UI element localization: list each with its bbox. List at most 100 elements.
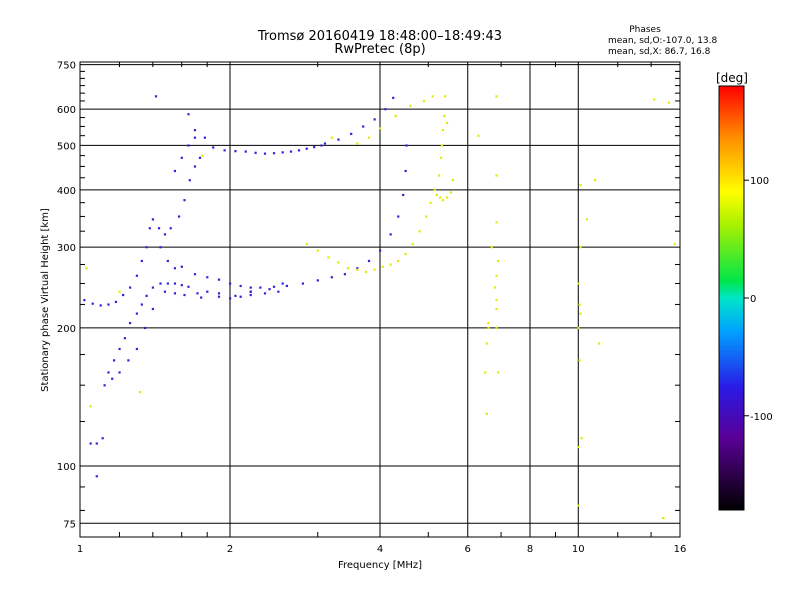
colorbar-unit-label: [deg] <box>716 71 748 85</box>
data-point <box>362 125 365 128</box>
data-point <box>397 259 400 263</box>
colorbar-ticks: 100 0 -100 <box>744 176 773 423</box>
data-point <box>212 146 215 149</box>
data-point <box>578 303 581 306</box>
x-tick-label: 16 <box>674 544 687 555</box>
data-point <box>281 151 284 154</box>
data-point <box>373 268 376 271</box>
data-point <box>193 129 197 132</box>
data-point <box>95 442 98 445</box>
data-point <box>327 256 330 259</box>
colorbar-tick-label: 100 <box>750 176 769 187</box>
data-point <box>229 282 232 285</box>
data-point <box>495 95 498 98</box>
data-point <box>139 390 142 394</box>
data-point <box>577 445 580 449</box>
data-point <box>239 295 242 298</box>
data-point <box>166 259 169 263</box>
data-point <box>180 265 183 268</box>
chart-title: Tromsø 20160419 18:48:00–18:49:43 <box>257 29 502 44</box>
data-point <box>323 142 327 145</box>
data-point <box>159 282 162 285</box>
data-point <box>239 284 242 288</box>
data-point <box>101 437 104 440</box>
colorbar-tick-label: 0 <box>750 294 756 305</box>
data-point <box>662 517 665 520</box>
data-point <box>443 95 447 98</box>
data-point <box>234 294 237 297</box>
data-point <box>579 312 582 315</box>
data-point <box>107 371 110 374</box>
phases-mean-o: mean, sd,O:-107.0, 13.8 <box>608 36 718 46</box>
data-point <box>356 142 359 145</box>
data-point <box>367 259 371 263</box>
data-point <box>443 114 446 118</box>
colorbar-tick-label: -100 <box>750 412 773 423</box>
data-point <box>196 292 199 295</box>
phases-heading: Phases <box>629 25 661 35</box>
data-point <box>422 99 426 103</box>
data-point <box>445 196 449 199</box>
data-point <box>272 285 276 288</box>
gridlines <box>79 62 681 537</box>
data-point <box>140 259 143 263</box>
data-point <box>234 150 237 153</box>
data-point <box>431 95 434 98</box>
data-point <box>389 263 392 266</box>
data-point <box>381 265 384 268</box>
data-point <box>188 179 191 182</box>
data-point <box>187 285 190 288</box>
data-point <box>157 227 161 230</box>
data-point <box>111 377 114 380</box>
data-point <box>653 98 656 101</box>
data-point <box>183 293 186 297</box>
data-point <box>429 201 432 204</box>
y-tick-label: 100 <box>57 462 76 473</box>
data-point <box>203 136 206 139</box>
data-point <box>346 267 350 270</box>
data-point <box>485 342 488 345</box>
data-point <box>263 152 267 155</box>
data-point <box>127 359 130 362</box>
data-point <box>193 273 197 276</box>
x-tick-label: 2 <box>227 544 233 555</box>
data-point <box>148 227 151 230</box>
data-point <box>451 179 455 182</box>
data-point <box>249 293 252 297</box>
data-point <box>154 95 158 98</box>
data-point <box>187 144 190 147</box>
data-point <box>118 371 121 374</box>
data-point <box>198 156 202 159</box>
data-point <box>425 215 428 218</box>
x-axis-label: Frequency [MHz] <box>338 560 422 571</box>
data-point <box>485 412 488 415</box>
data-point <box>129 321 132 325</box>
data-point <box>272 152 276 155</box>
data-point <box>173 267 177 270</box>
data-point <box>297 149 301 152</box>
data-point <box>201 154 204 157</box>
x-axis-ticks: 1 2 4 6 8 10 16 <box>77 544 687 555</box>
data-point <box>437 174 441 177</box>
data-point <box>439 156 443 159</box>
data-point <box>135 274 138 277</box>
data-point <box>112 359 116 362</box>
data-point <box>580 437 583 440</box>
data-point <box>316 249 319 252</box>
x-tick-label: 4 <box>377 544 383 555</box>
data-point <box>330 276 333 279</box>
data-point <box>667 101 671 104</box>
data-point <box>83 299 86 302</box>
data-point <box>389 233 392 236</box>
data-point <box>180 284 183 287</box>
data-point <box>350 132 353 135</box>
data-point <box>85 267 88 270</box>
data-point <box>487 321 490 325</box>
data-point <box>493 286 497 289</box>
data-point <box>404 169 407 173</box>
data-point <box>151 307 155 311</box>
data-point <box>118 347 121 351</box>
data-point <box>597 342 601 345</box>
data-point <box>577 504 580 507</box>
data-point <box>577 282 580 285</box>
